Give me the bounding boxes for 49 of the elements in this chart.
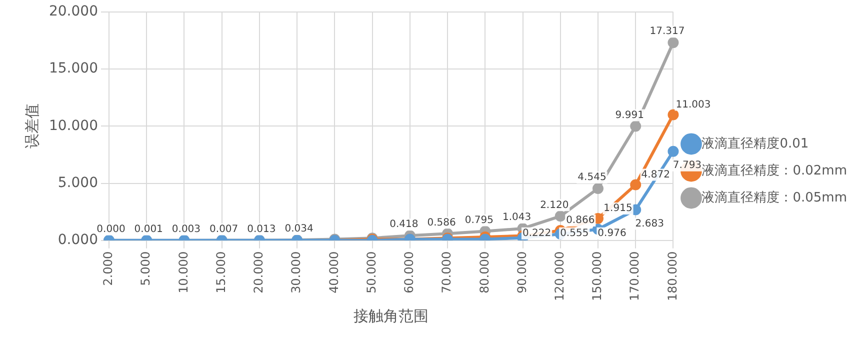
y-tick-label: 20.000	[48, 4, 98, 20]
data-label: 2.683	[635, 218, 664, 230]
data-label: 0.418	[390, 219, 418, 230]
data-label: 4.545	[578, 172, 606, 184]
data-label: 0.976	[598, 228, 626, 239]
data-label: 0.222	[522, 228, 552, 239]
y-tick-label: 10.000	[48, 118, 98, 134]
data-label: 7.793	[672, 160, 702, 171]
x-tick-label: 70.000	[440, 251, 454, 294]
y-tick-label: 15.000	[48, 60, 98, 77]
legend-label: 液滴直径精度：0.05mm	[702, 189, 848, 206]
data-label: 0.000	[96, 224, 126, 235]
y-tick-label: 0.000	[58, 232, 98, 248]
x-tick-label: 50.000	[364, 251, 378, 294]
data-label: 0.034	[284, 224, 314, 235]
x-tick-label: 60.000	[402, 251, 416, 294]
x-tick-label: 30.000	[289, 251, 304, 294]
data-label: 0.013	[247, 224, 276, 235]
data-label: 9.991	[615, 110, 644, 121]
y-axis-title: 误差值	[22, 104, 41, 149]
x-tick-label: 150.000	[590, 251, 604, 301]
x-tick-label: 40.000	[326, 251, 341, 294]
data-label: 0.795	[464, 214, 494, 226]
x-tick-label: 5.000	[138, 251, 153, 286]
data-label: 1.043	[502, 212, 532, 224]
x-tick-label: 180.000	[665, 251, 680, 301]
data-label: 0.007	[210, 224, 238, 235]
data-label: 4.872	[641, 169, 670, 180]
x-tick-label: 10.000	[176, 251, 190, 294]
x-tick-label: 120.000	[552, 251, 567, 301]
x-axis-title: 接触角范围	[354, 306, 429, 325]
legend-label: 液滴直径精度：0.02mm	[702, 162, 848, 178]
y-tick-label: 5.000	[58, 174, 98, 191]
data-label: 11.003	[676, 99, 711, 110]
data-label: 0.555	[560, 228, 589, 239]
x-tick-label: 90.000	[514, 251, 529, 294]
data-label: 0.866	[566, 215, 595, 226]
x-tick-label: 20.000	[252, 251, 266, 294]
x-tick-label: 170.000	[628, 251, 642, 301]
data-label: 1.915	[604, 203, 632, 214]
data-label: 0.003	[172, 224, 201, 235]
x-tick-label: 15.000	[214, 251, 228, 294]
data-label: 17.317	[650, 26, 685, 38]
x-tick-label: 2.000	[101, 251, 116, 286]
x-tick-label: 80.000	[477, 251, 492, 294]
data-label: 0.001	[134, 224, 163, 235]
data-label: 2.120	[540, 200, 569, 211]
legend-label: 液滴直径精度0.01	[702, 135, 809, 152]
data-label: 0.586	[427, 217, 456, 228]
